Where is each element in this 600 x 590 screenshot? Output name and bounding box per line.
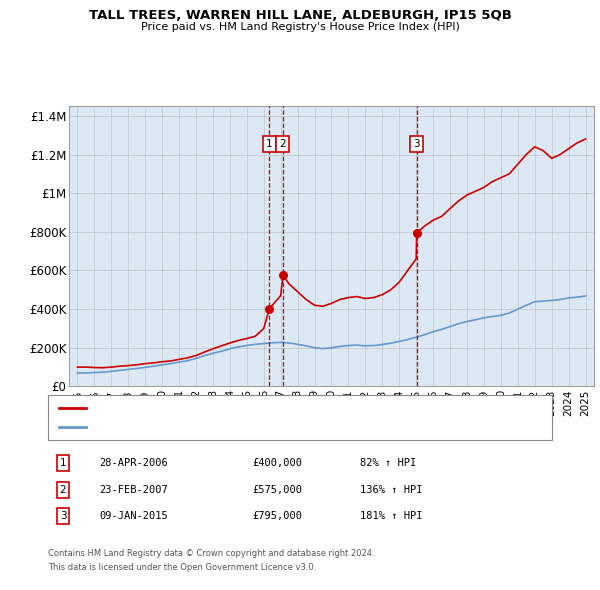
Text: £795,000: £795,000 — [252, 512, 302, 521]
Text: 28-APR-2006: 28-APR-2006 — [99, 458, 168, 468]
Text: 181% ↑ HPI: 181% ↑ HPI — [360, 512, 422, 521]
Text: 23-FEB-2007: 23-FEB-2007 — [99, 485, 168, 494]
Text: TALL TREES, WARREN HILL LANE, ALDEBURGH, IP15 5QB: TALL TREES, WARREN HILL LANE, ALDEBURGH,… — [89, 9, 511, 22]
Text: Contains HM Land Registry data © Crown copyright and database right 2024.: Contains HM Land Registry data © Crown c… — [48, 549, 374, 558]
Text: TALL TREES, WARREN HILL LANE, ALDEBURGH, IP15 5QB (detached house): TALL TREES, WARREN HILL LANE, ALDEBURGH,… — [93, 403, 461, 412]
Text: 3: 3 — [59, 512, 67, 521]
Text: 1: 1 — [59, 458, 67, 468]
Text: £575,000: £575,000 — [252, 485, 302, 494]
Text: 09-JAN-2015: 09-JAN-2015 — [99, 512, 168, 521]
Text: 1: 1 — [266, 139, 272, 149]
Text: 3: 3 — [413, 139, 420, 149]
Text: This data is licensed under the Open Government Licence v3.0.: This data is licensed under the Open Gov… — [48, 563, 316, 572]
Text: 2: 2 — [59, 485, 67, 494]
Text: Price paid vs. HM Land Registry's House Price Index (HPI): Price paid vs. HM Land Registry's House … — [140, 22, 460, 32]
Text: £400,000: £400,000 — [252, 458, 302, 468]
Text: HPI: Average price, detached house, East Suffolk: HPI: Average price, detached house, East… — [93, 422, 331, 432]
Text: 82% ↑ HPI: 82% ↑ HPI — [360, 458, 416, 468]
Text: 136% ↑ HPI: 136% ↑ HPI — [360, 485, 422, 494]
Text: 2: 2 — [280, 139, 286, 149]
